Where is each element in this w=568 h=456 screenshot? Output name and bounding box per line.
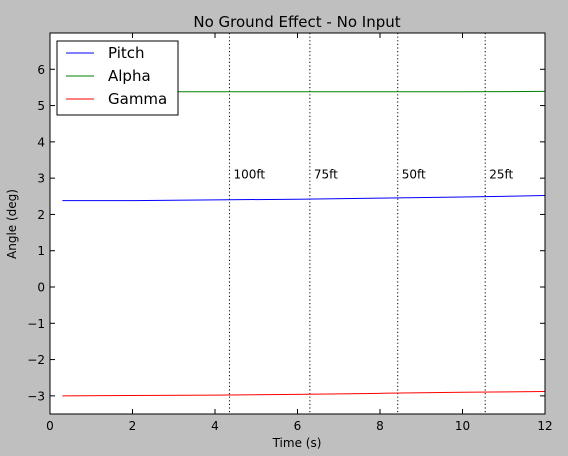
y-tick-label-7: 4 [37,135,45,149]
y-tick-label-1: −2 [27,353,45,367]
y-tick-label-9: 6 [37,63,45,77]
x-axis-label: Time (s) [272,436,322,450]
x-tick-labels: 0 2 4 6 8 10 12 [46,419,552,433]
altitude-label-1: 75ft [314,168,338,182]
y-tick-label-3: 0 [37,281,45,295]
legend-label-pitch: Pitch [108,44,145,62]
annotation-labels: 100ft 75ft 50ft 25ft [233,168,513,182]
y-tick-label-2: −1 [27,317,45,331]
legend-label-alpha: Alpha [108,67,151,85]
legend-items: Pitch Alpha Gamma [66,44,167,108]
y-tick-labels: −3 −2 −1 0 1 2 3 4 5 6 [27,63,45,404]
chart-title: No Ground Effect - No Input [193,13,400,31]
y-axis-label: Angle (deg) [5,189,19,259]
x-tick-label-2: 4 [211,419,219,433]
altitude-label-0: 100ft [233,168,265,182]
y-tick-label-4: 1 [37,244,45,258]
axis-ticks [49,33,546,414]
altitude-label-2: 50ft [402,168,426,182]
x-tick-label-5: 10 [455,419,470,433]
y-tick-label-6: 3 [37,172,45,186]
x-tick-label-3: 6 [294,419,302,433]
y-tick-label-5: 2 [37,208,45,222]
y-tick-label-0: −3 [27,389,45,403]
plot-frame [49,32,546,415]
altitude-label-3: 25ft [489,168,513,182]
x-tick-label-6: 12 [537,419,552,433]
x-tick-label-4: 8 [376,419,384,433]
legend: Pitch Alpha Gamma [56,40,179,116]
annotation-lines [228,33,486,414]
series-line-gamma [62,391,546,397]
y-tick-label-8: 5 [37,99,45,113]
series-line-pitch [62,195,546,202]
x-tick-label-1: 2 [129,419,137,433]
legend-label-gamma: Gamma [108,90,167,108]
x-tick-label-0: 0 [46,419,54,433]
